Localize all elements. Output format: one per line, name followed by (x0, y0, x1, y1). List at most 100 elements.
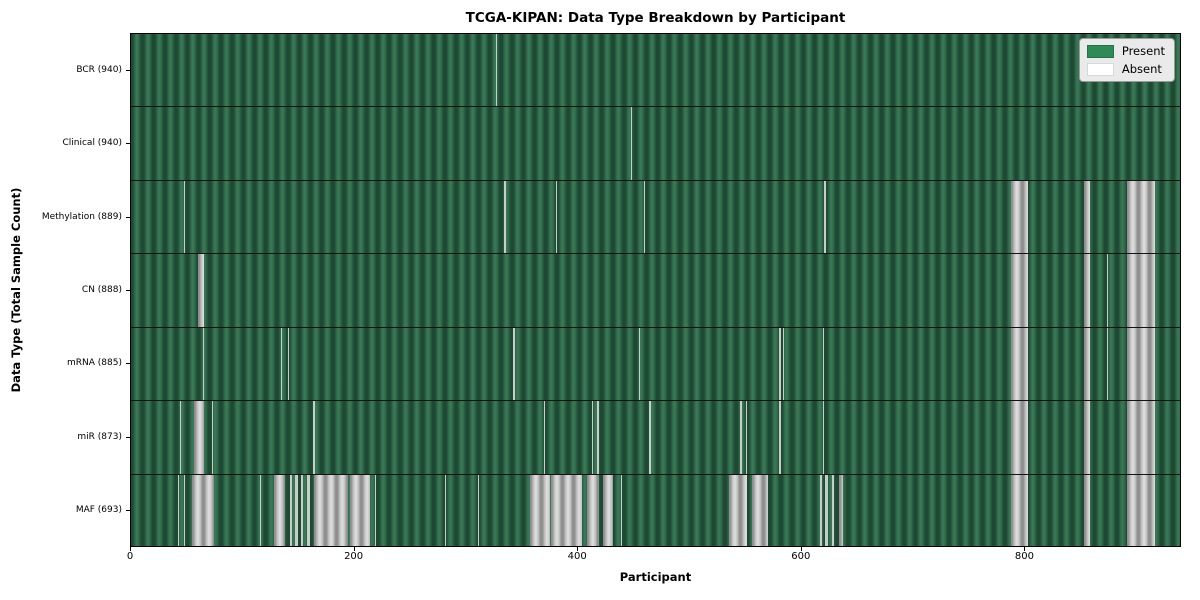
absent-stripe (477, 474, 479, 546)
y-tick-label: mRNA (885) (67, 358, 122, 369)
present-swatch (1086, 44, 1114, 58)
absent-stripe (1107, 327, 1109, 401)
absent-stripe (1010, 180, 1028, 254)
absent-stripe (597, 401, 599, 474)
absent-stripe (1010, 401, 1028, 474)
absent-stripe (177, 474, 180, 546)
absent-stripe (1083, 474, 1091, 546)
heatmap-row-mrna (131, 327, 1180, 402)
absent-stripe (513, 327, 515, 401)
absent-stripe (823, 327, 825, 401)
absent-stripe (350, 474, 371, 546)
absent-stripe (211, 401, 213, 474)
absent-stripe (825, 474, 828, 546)
x-tick-label: 800 (1014, 551, 1035, 562)
absent-stripe (530, 474, 551, 546)
y-tick-label: Clinical (940) (62, 138, 122, 149)
absent-stripe (1127, 327, 1156, 401)
absent-stripe (1010, 327, 1028, 401)
absent-stripe (648, 401, 651, 474)
absent-stripe (289, 474, 292, 546)
absent-stripe (313, 401, 315, 474)
absent-stripe (1127, 180, 1156, 254)
heatmap-row-cn (131, 254, 1180, 328)
x-tick-mark (800, 547, 802, 551)
absent-stripe (1127, 401, 1156, 474)
y-tick-label: CN (888) (81, 285, 122, 295)
absent-stripe (180, 401, 182, 474)
absent-stripe (192, 474, 214, 546)
absent-stripe (824, 180, 826, 254)
chart-title: TCGA-KIPAN: Data Type Breakdown by Parti… (465, 10, 846, 26)
y-tick-mark (126, 290, 130, 291)
absent-stripe (555, 180, 558, 254)
absent-stripe (543, 401, 545, 474)
absent-stripe (374, 474, 377, 546)
absent-stripe (1083, 254, 1091, 327)
absent-stripe (202, 327, 204, 401)
absent-stripe (287, 327, 289, 401)
absent-stripe (259, 474, 261, 546)
absent-stripe (1083, 180, 1091, 254)
absent-stripe (1083, 401, 1091, 474)
absent-stripe (740, 401, 742, 474)
y-tick-label: miR (873) (77, 431, 122, 442)
absent-stripe (495, 34, 497, 107)
y-tick-mark (126, 510, 130, 512)
heatmap-row-methylation (131, 180, 1180, 255)
absent-stripe (630, 107, 633, 180)
absent-stripe (751, 474, 769, 546)
absent-stripe (838, 474, 844, 546)
heatmap-row-bcr (131, 34, 1180, 108)
absent-stripe (300, 474, 304, 546)
absent-stripe (779, 327, 781, 401)
absent-stripe (819, 474, 822, 546)
absent-stripe (504, 180, 506, 254)
legend: Present Absent (1078, 38, 1175, 82)
y-tick-label: BCR (940) (76, 64, 122, 75)
absent-stripe (1010, 254, 1028, 327)
absent-stripe (729, 474, 748, 546)
heatmap-row-clinical (131, 107, 1180, 181)
absent-stripe (644, 180, 646, 254)
absent-stripe (280, 327, 283, 401)
legend-present-label: Present (1121, 44, 1165, 58)
absent-stripe (638, 327, 640, 401)
absent-stripe (1083, 327, 1091, 401)
y-tick-mark (126, 363, 130, 365)
legend-item-absent: Absent (1086, 62, 1165, 76)
absent-stripe (745, 401, 748, 474)
absent-stripe (445, 474, 447, 546)
absent-stripe (823, 401, 825, 474)
absent-stripe (591, 401, 593, 474)
x-tick-label: 200 (344, 551, 364, 562)
absent-stripe (1107, 254, 1109, 327)
absent-stripe (602, 474, 613, 546)
x-tick-mark (577, 547, 579, 551)
absent-stripe (587, 474, 600, 546)
absent-stripe (782, 327, 785, 401)
absent-stripe (551, 474, 582, 546)
absent-stripe (314, 474, 348, 546)
absent-stripe (295, 474, 298, 546)
x-axis-label: Participant (619, 570, 692, 584)
absent-swatch (1086, 62, 1114, 76)
absent-stripe (779, 401, 781, 474)
absent-stripe (193, 401, 204, 474)
absent-stripe (1010, 474, 1028, 546)
y-tick-mark (126, 143, 130, 145)
absent-stripe (274, 474, 286, 546)
y-tick-label: Methylation (889) (41, 211, 122, 222)
absent-stripe (620, 474, 623, 546)
heatmap-row-mir (131, 401, 1180, 475)
x-tick-label: 600 (791, 551, 811, 562)
x-tick-label: 0 (126, 551, 134, 562)
x-tick-mark (130, 547, 131, 551)
absent-stripe (183, 474, 185, 546)
legend-item-present: Present (1086, 44, 1165, 58)
y-tick-mark (126, 69, 130, 71)
absent-stripe (306, 474, 310, 546)
absent-stripe (198, 254, 204, 327)
absent-stripe (832, 474, 835, 546)
